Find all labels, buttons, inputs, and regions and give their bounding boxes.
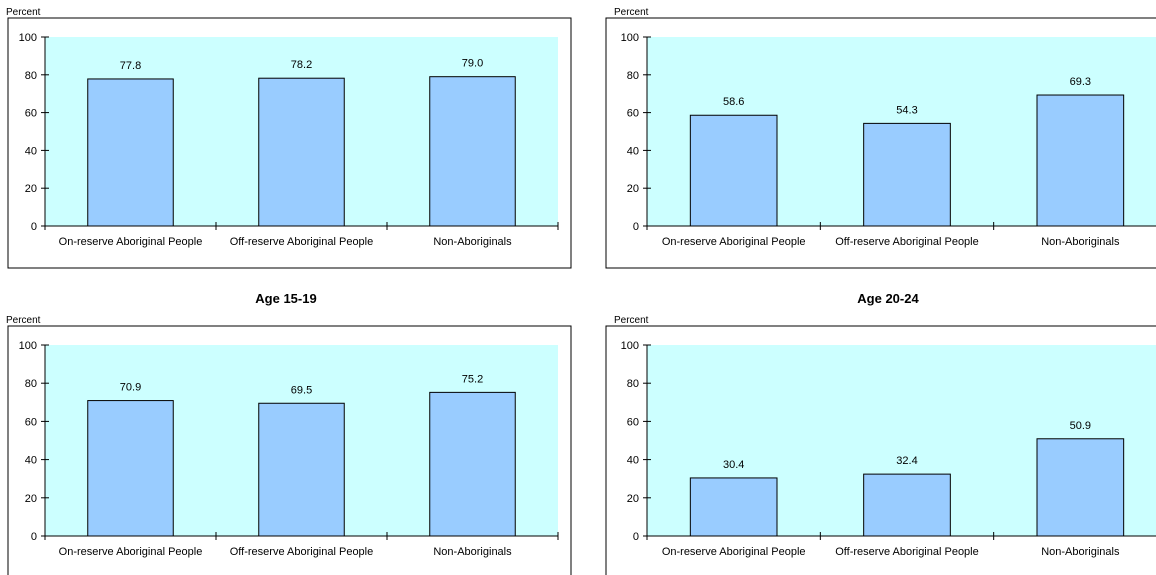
chart-panel-3: Percent 0 20 40 60 80 100 70.9 On-reserve Aborig… [6,315,572,575]
data-label: 79.0 [462,58,483,70]
y-tick-label: 80 [627,378,639,390]
bar-3 [1036,438,1125,537]
bar-2 [863,122,951,227]
y-tick-label: 20 [627,183,639,195]
bar-1 [689,114,778,227]
y-tick-label: 0 [31,531,37,543]
y-tick-label: 0 [31,221,37,233]
y-tick-label: 0 [633,531,639,543]
data-label: 54.3 [896,104,917,116]
bar-1 [689,477,778,537]
y-axis-label: Percent [614,7,649,18]
y-tick-label: 40 [25,455,37,467]
x-tick-label: Off-reserve Aboriginal People [835,546,979,558]
data-label: 50.9 [1070,420,1091,432]
y-tick-label: 40 [25,145,37,157]
data-label: 69.3 [1070,76,1091,88]
y-tick-label: 60 [627,108,639,120]
y-tick-label: 80 [25,378,37,390]
data-label: 69.5 [291,384,312,396]
chart-panel-2: Percent 0 20 40 60 80 100 58.6 On-reserve Aborig… [605,7,1156,269]
y-tick-label: 80 [627,70,639,82]
y-tick-label: 20 [627,493,639,505]
data-label: 78.2 [291,59,312,71]
bar-3 [1036,94,1125,227]
data-label: 77.8 [120,60,141,72]
y-axis-label: Percent [614,315,649,326]
y-tick-label: 100 [19,32,37,44]
x-tick-label: Off-reserve Aboriginal People [835,236,979,248]
y-tick-label: 60 [25,416,37,428]
y-tick-label: 60 [627,416,639,428]
y-tick-label: 80 [25,70,37,82]
y-tick-label: 20 [25,493,37,505]
x-tick-label: Non-Aboriginals [1041,236,1120,248]
y-tick-label: 100 [19,340,37,352]
data-label: 30.4 [723,459,744,471]
y-tick-label: 0 [633,221,639,233]
x-tick-label: Non-Aboriginals [433,236,512,248]
data-label: 32.4 [896,455,917,467]
bar-2 [863,473,951,537]
x-tick-label: On-reserve Aboriginal People [662,546,806,558]
x-tick-label: On-reserve Aboriginal People [662,236,806,248]
data-label: 70.9 [120,382,141,394]
y-tick-label: 20 [25,183,37,195]
bar-2 [258,77,345,227]
y-axis-label: Percent [6,7,41,18]
y-tick-label: 100 [621,340,639,352]
data-label: 58.6 [723,96,744,108]
y-tick-label: 100 [621,32,639,44]
bar-3 [429,391,516,537]
bar-2 [258,402,345,537]
data-label: 75.2 [462,373,483,385]
y-axis-label: Percent [6,315,41,326]
chart-panel-1: Percent 0 20 40 60 80 100 77.8 On-reserve Aborig… [6,7,572,269]
y-tick-label: 60 [25,108,37,120]
chart-panel-4: Percent 0 20 40 60 80 100 30.4 On-reserve Aborig… [605,315,1156,575]
x-tick-label: On-reserve Aboriginal People [59,236,203,248]
heading-age-20-24: Age 20-24 [857,291,919,306]
heading-age-15-19: Age 15-19 [255,291,316,306]
y-tick-label: 40 [627,145,639,157]
x-tick-label: On-reserve Aboriginal People [59,546,203,558]
bar-3 [429,76,516,227]
x-tick-label: Off-reserve Aboriginal People [230,236,374,248]
y-tick-label: 40 [627,455,639,467]
x-tick-label: Non-Aboriginals [1041,546,1120,558]
bar-1 [87,400,174,537]
bar-1 [87,78,174,227]
x-tick-label: Non-Aboriginals [433,546,512,558]
x-tick-label: Off-reserve Aboriginal People [230,546,374,558]
